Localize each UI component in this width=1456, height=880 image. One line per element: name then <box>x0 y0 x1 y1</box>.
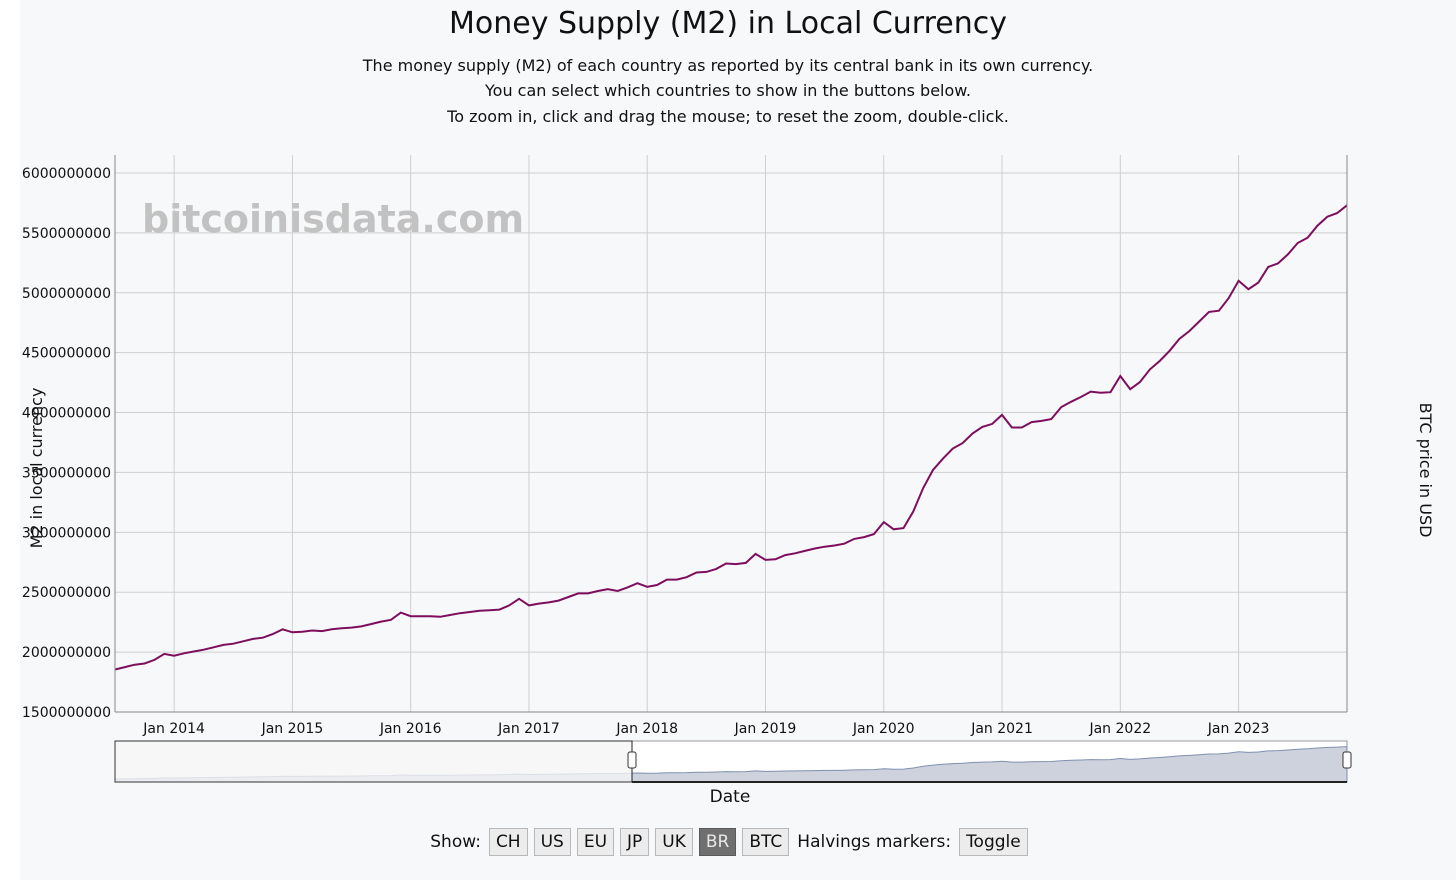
y-tick-label: 3500000000 <box>22 465 111 481</box>
x-tick-label: Jan 2018 <box>615 721 678 737</box>
series-layer[interactable] <box>114 204 1348 671</box>
y-tick-label: 5500000000 <box>22 226 111 242</box>
subtitle-line-1: The money supply (M2) of each country as… <box>362 56 1094 75</box>
series-line-br[interactable] <box>114 204 1348 671</box>
y2-axis-label: BTC price in USD <box>1416 403 1435 538</box>
chart-title: Money Supply (M2) in Local Currency <box>448 6 1008 41</box>
chart-panel <box>20 0 1456 880</box>
x-tick-label: Jan 2017 <box>497 721 560 737</box>
controls-bar: Show: CH US EU JP UK BR BTC Halvings mar… <box>0 828 1456 856</box>
y-tick-label: 4000000000 <box>22 406 111 422</box>
x-tick-label: Jan 2019 <box>734 721 797 737</box>
chart-svg[interactable]: bitcoinisdata.com 1500000000 2000000000 25… <box>0 0 1456 820</box>
range-navigator[interactable] <box>114 740 1352 783</box>
x-tick-label: Jan 2020 <box>852 721 915 737</box>
country-button-btc[interactable]: BTC <box>742 828 790 856</box>
country-button-uk[interactable]: UK <box>655 828 693 856</box>
watermark-text: bitcoinisdata.com <box>142 197 524 241</box>
y-tick-label: 2000000000 <box>22 645 111 661</box>
navigator-unselected-region <box>114 740 633 783</box>
x-tick-label: Jan 2022 <box>1088 721 1151 737</box>
x-tick-label: Jan 2016 <box>379 721 442 737</box>
y-tick-label: 3000000000 <box>22 525 111 541</box>
country-button-br[interactable]: BR <box>698 828 737 856</box>
y-tick-label: 1500000000 <box>22 705 111 721</box>
x-tick-label: Jan 2023 <box>1207 721 1270 737</box>
navigator-left-handle[interactable] <box>627 751 637 769</box>
country-button-ch[interactable]: CH <box>488 828 528 856</box>
y-axis-label: M2 in local currency <box>27 388 46 549</box>
x-tick-label: Jan 2014 <box>142 721 205 737</box>
y-tick-label: 2500000000 <box>22 585 111 601</box>
y-tick-label: 4500000000 <box>22 346 111 362</box>
y-tick-label: 6000000000 <box>22 166 111 182</box>
country-button-eu[interactable]: EU <box>576 828 615 856</box>
x-tick-label: Jan 2021 <box>970 721 1033 737</box>
navigator-right-handle[interactable] <box>1342 751 1352 769</box>
halvings-toggle-button[interactable]: Toggle <box>959 828 1028 856</box>
y-tick-label: 5000000000 <box>22 286 111 302</box>
show-label: Show: <box>430 832 481 852</box>
country-button-us[interactable]: US <box>533 828 571 856</box>
axis-layer: 1500000000 2000000000 2500000000 3000000000… <box>22 155 1348 737</box>
x-axis-label: Date <box>710 787 751 807</box>
subtitle-line-3: To zoom in, click and drag the mouse; to… <box>447 107 1009 126</box>
halvings-label: Halvings markers: <box>797 832 952 852</box>
x-tick-label: Jan 2015 <box>261 721 324 737</box>
subtitle-line-2: You can select which countries to show i… <box>485 81 971 100</box>
country-button-jp[interactable]: JP <box>620 828 650 856</box>
